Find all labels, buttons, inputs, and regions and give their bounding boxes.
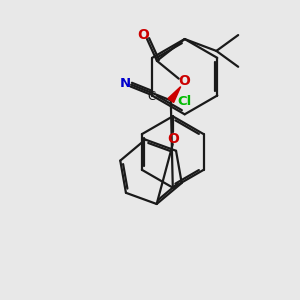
Text: O: O	[137, 28, 149, 42]
Polygon shape	[168, 87, 181, 103]
Text: Cl: Cl	[178, 95, 192, 108]
Text: N: N	[120, 77, 131, 90]
Text: O: O	[179, 74, 190, 88]
Text: C: C	[148, 90, 156, 103]
Text: O: O	[167, 132, 179, 146]
